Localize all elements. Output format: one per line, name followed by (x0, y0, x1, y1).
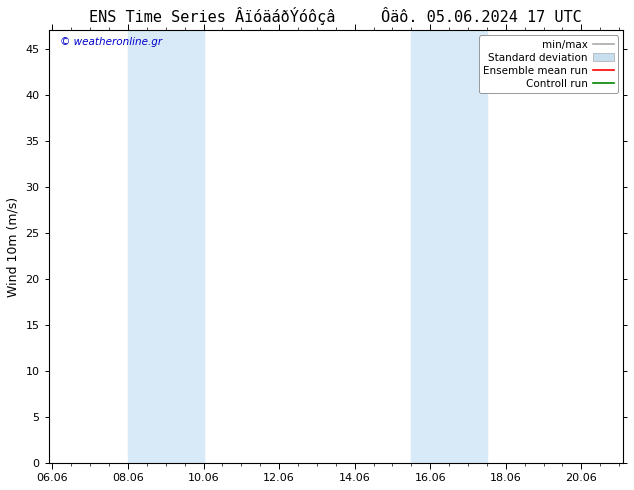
Text: © weatheronline.gr: © weatheronline.gr (60, 37, 162, 47)
Bar (411, 30, 449, 463)
Y-axis label: Wind 10m (m/s): Wind 10m (m/s) (7, 196, 20, 296)
Legend: min/max, Standard deviation, Ensemble mean run, Controll run: min/max, Standard deviation, Ensemble me… (479, 35, 618, 93)
Bar (128, 30, 204, 463)
Bar (449, 30, 487, 463)
Title: ENS Time Series ÂïóäáðÝóôçâ     Ôäô. 05.06.2024 17 UTC: ENS Time Series ÂïóäáðÝóôçâ Ôäô. 05.06.2… (89, 7, 582, 25)
